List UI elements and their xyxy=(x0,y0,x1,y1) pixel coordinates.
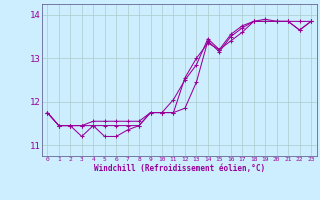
X-axis label: Windchill (Refroidissement éolien,°C): Windchill (Refroidissement éolien,°C) xyxy=(94,164,265,173)
